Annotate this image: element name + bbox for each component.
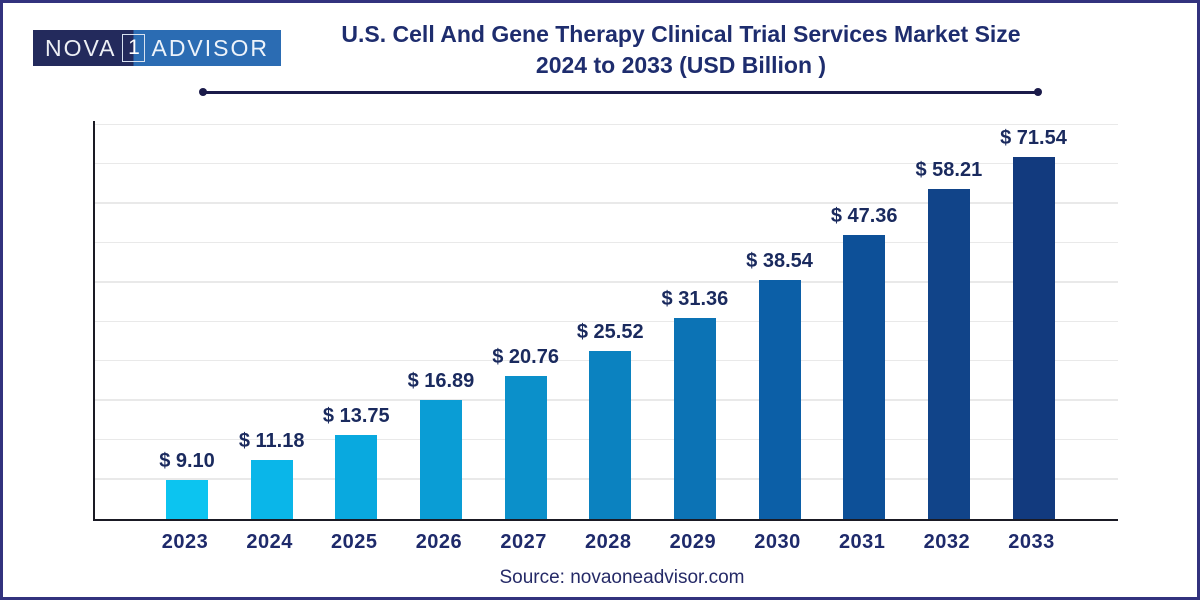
- gridline: [95, 202, 1118, 204]
- value-label-2026: $ 16.89: [407, 370, 475, 392]
- bar-2033: [1012, 157, 1055, 519]
- bar-2024: [250, 460, 293, 519]
- value-label-2023: $ 9.10: [159, 450, 215, 472]
- value-label-2028: $ 25.52: [576, 321, 644, 343]
- underline-left-dot: [199, 88, 207, 97]
- bar-2030: [758, 280, 801, 519]
- chart-title: U.S. Cell And Gene Therapy Clinical Tria…: [281, 19, 1081, 81]
- x-axis-label-2026: 2026: [415, 531, 463, 553]
- x-axis-label-2027: 2027: [500, 531, 547, 553]
- logo-nova-segment: NOVA: [33, 30, 121, 66]
- title-underline-rule: [199, 88, 1042, 97]
- bar-2023: [166, 480, 208, 519]
- value-label-2027: $ 20.76: [492, 346, 559, 368]
- value-label-2029: $ 31.36: [661, 288, 729, 310]
- x-axis-label-2029: 2029: [669, 531, 717, 553]
- gridline: [95, 162, 1118, 165]
- chart-title-line1: U.S. Cell And Gene Therapy Clinical Tria…: [341, 21, 1021, 47]
- gridline: [95, 281, 1118, 283]
- logo-one-box: 1: [120, 30, 148, 66]
- x-axis-label-2032: 2032: [923, 531, 971, 553]
- value-label-2033: $ 71.54: [1000, 127, 1067, 149]
- x-axis-label-2030: 2030: [754, 531, 801, 553]
- x-axis-label-2024: 2024: [246, 531, 293, 553]
- underline-right-dot: [1034, 88, 1042, 97]
- bar-2031: [843, 235, 886, 519]
- x-axis-label-2031: 2031: [838, 531, 886, 553]
- value-label-2025: $ 13.75: [322, 405, 390, 427]
- value-label-2032: $ 58.21: [915, 159, 983, 181]
- value-label-2030: $ 38.54: [746, 250, 813, 272]
- gridline: [95, 320, 1118, 322]
- source-credit: Source: novaoneadvisor.com: [499, 567, 745, 588]
- logo-advisor-segment: ADVISOR: [147, 30, 282, 66]
- bar-2026: [419, 400, 462, 519]
- x-axis-label-2033: 2033: [1008, 531, 1055, 553]
- bar-2025: [335, 435, 378, 519]
- bar-2027: [504, 376, 547, 519]
- x-axis-label-2023: 2023: [161, 531, 209, 553]
- x-axis-label-2025: 2025: [331, 531, 378, 553]
- brand-logo: NOVA 1 ADVISOR: [33, 30, 282, 66]
- gridline: [95, 241, 1118, 244]
- value-label-2024: $ 11.18: [238, 430, 305, 452]
- value-label-2031: $ 47.36: [830, 205, 898, 227]
- bar-chart-plot-area: $ 9.10 $ 11.18 $ 13.75 $ 16.89 $ 20.76 $ 25.5…: [93, 121, 1118, 521]
- bar-2029: [673, 318, 716, 519]
- chart-title-line2: 2024 to 2033 (USD Billion ): [535, 52, 827, 78]
- bar-2032: [927, 189, 970, 519]
- gridline: [95, 123, 1118, 125]
- x-axis-label-2028: 2028: [585, 531, 632, 553]
- bar-2028: [589, 351, 632, 519]
